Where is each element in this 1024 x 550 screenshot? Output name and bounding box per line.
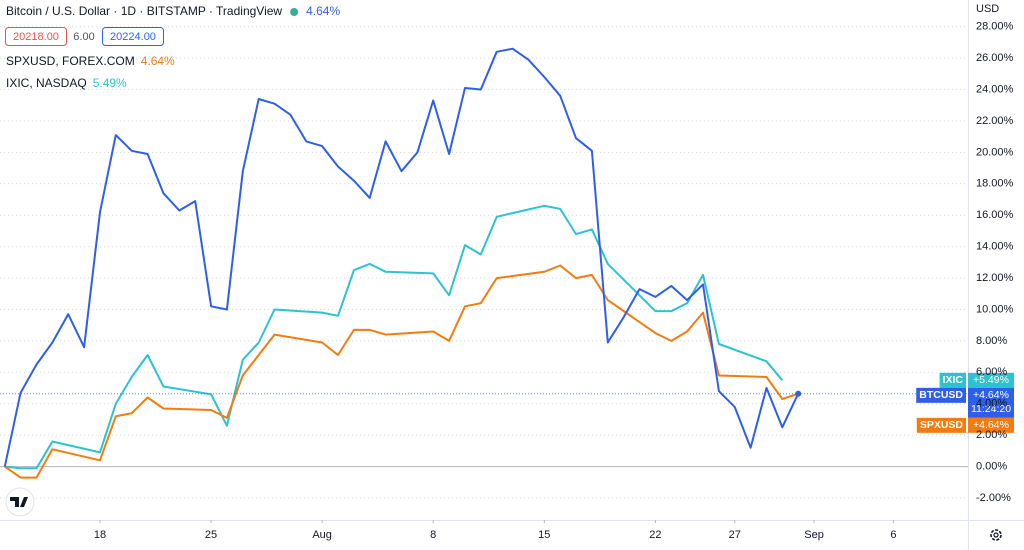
y-tick-label: 10.00% — [976, 303, 1014, 315]
settings-icon-center[interactable] — [993, 532, 999, 538]
ask-box — [102, 27, 164, 46]
y-tick-label: 12.00% — [976, 272, 1014, 284]
y-tick-label: 14.00% — [976, 241, 1014, 253]
y-tick-label: 26.00% — [976, 52, 1014, 64]
series-line — [4, 204, 784, 470]
badge-value: +4.64% — [973, 419, 1009, 431]
y-tick-label: 8.00% — [976, 335, 1007, 347]
badge-symbol-box — [939, 372, 966, 388]
x-tick-label: 6 — [890, 529, 896, 541]
y-tick-label: 22.00% — [976, 115, 1014, 127]
y-tick-label: 28.00% — [976, 21, 1014, 33]
y-tick-label: 2.00% — [976, 429, 1007, 441]
logo-mark — [10, 497, 28, 507]
y-tick-label: 16.00% — [976, 209, 1014, 221]
badge-symbol-box — [916, 387, 966, 403]
badge-countdown: 11:24:20 — [971, 403, 1011, 415]
logo — [5, 487, 35, 517]
y-tick-label: 4.00% — [976, 398, 1007, 410]
settings-icon[interactable] — [990, 529, 1002, 541]
settings[interactable] — [990, 529, 1002, 541]
badge-value-box — [968, 417, 1014, 433]
x-tick-label: 25 — [205, 529, 217, 541]
quote: 20218.00 6.00 20224.00 — [5, 27, 164, 46]
x-tick-label: 22 — [649, 529, 661, 541]
bid-box — [5, 27, 67, 46]
badge-symbol: IXIC — [943, 374, 964, 386]
legend-change: 5.49% — [93, 76, 127, 90]
ask: 20224.00 — [110, 31, 156, 43]
legend-name: Bitcoin / U.S. Dollar · 1D · BITSTAMP · … — [6, 4, 282, 18]
market-status — [290, 8, 299, 16]
y-tick-label: 0.00% — [976, 460, 1007, 472]
x-tick-label: 18 — [94, 529, 106, 541]
legend-name: SPXUSD, FOREX.COM — [6, 54, 135, 68]
x-tick-label: 27 — [729, 529, 741, 541]
badge-symbol: BTCUSD — [919, 389, 963, 401]
badge-value: +5.49% — [973, 374, 1009, 386]
x-tick-label: 15 — [538, 529, 550, 541]
legend-change: 4.64% — [306, 4, 340, 18]
series-line — [3, 47, 800, 467]
y-tick-label: 24.00% — [976, 83, 1014, 95]
badge-value-box — [968, 387, 1014, 418]
badge-symbol: SPXUSD — [920, 419, 964, 431]
badge-value-box — [968, 372, 1014, 388]
spread: 6.00 — [73, 31, 94, 43]
last-value-dot — [795, 390, 802, 397]
x-tick-label: Aug — [312, 529, 332, 541]
y-tick-label: 6.00% — [976, 366, 1007, 378]
x-tick-label: 8 — [430, 529, 436, 541]
series-line — [4, 264, 799, 479]
logo-circle — [5, 487, 35, 517]
legend-change: 4.64% — [141, 54, 175, 68]
legend-name: IXIC, NASDAQ — [6, 76, 87, 90]
legend: Bitcoin / U.S. Dollar · 1D · BITSTAMP · … — [6, 4, 340, 90]
plot — [0, 47, 968, 479]
badge-symbol-box — [916, 417, 966, 433]
bid: 20218.00 — [13, 31, 59, 43]
y-tick-label: 20.00% — [976, 146, 1014, 158]
y-unit: USD — [976, 3, 999, 15]
y-tick-label: -2.00% — [976, 492, 1011, 504]
price-badges: IXIC +5.49% BTCUSD +4.64% 11:24:20 SPXUSD +4.6… — [916, 372, 1014, 433]
y-tick-label: 18.00% — [976, 178, 1014, 190]
x-tick-label: Sep — [804, 529, 824, 541]
badge-value: +4.64% — [973, 389, 1009, 401]
